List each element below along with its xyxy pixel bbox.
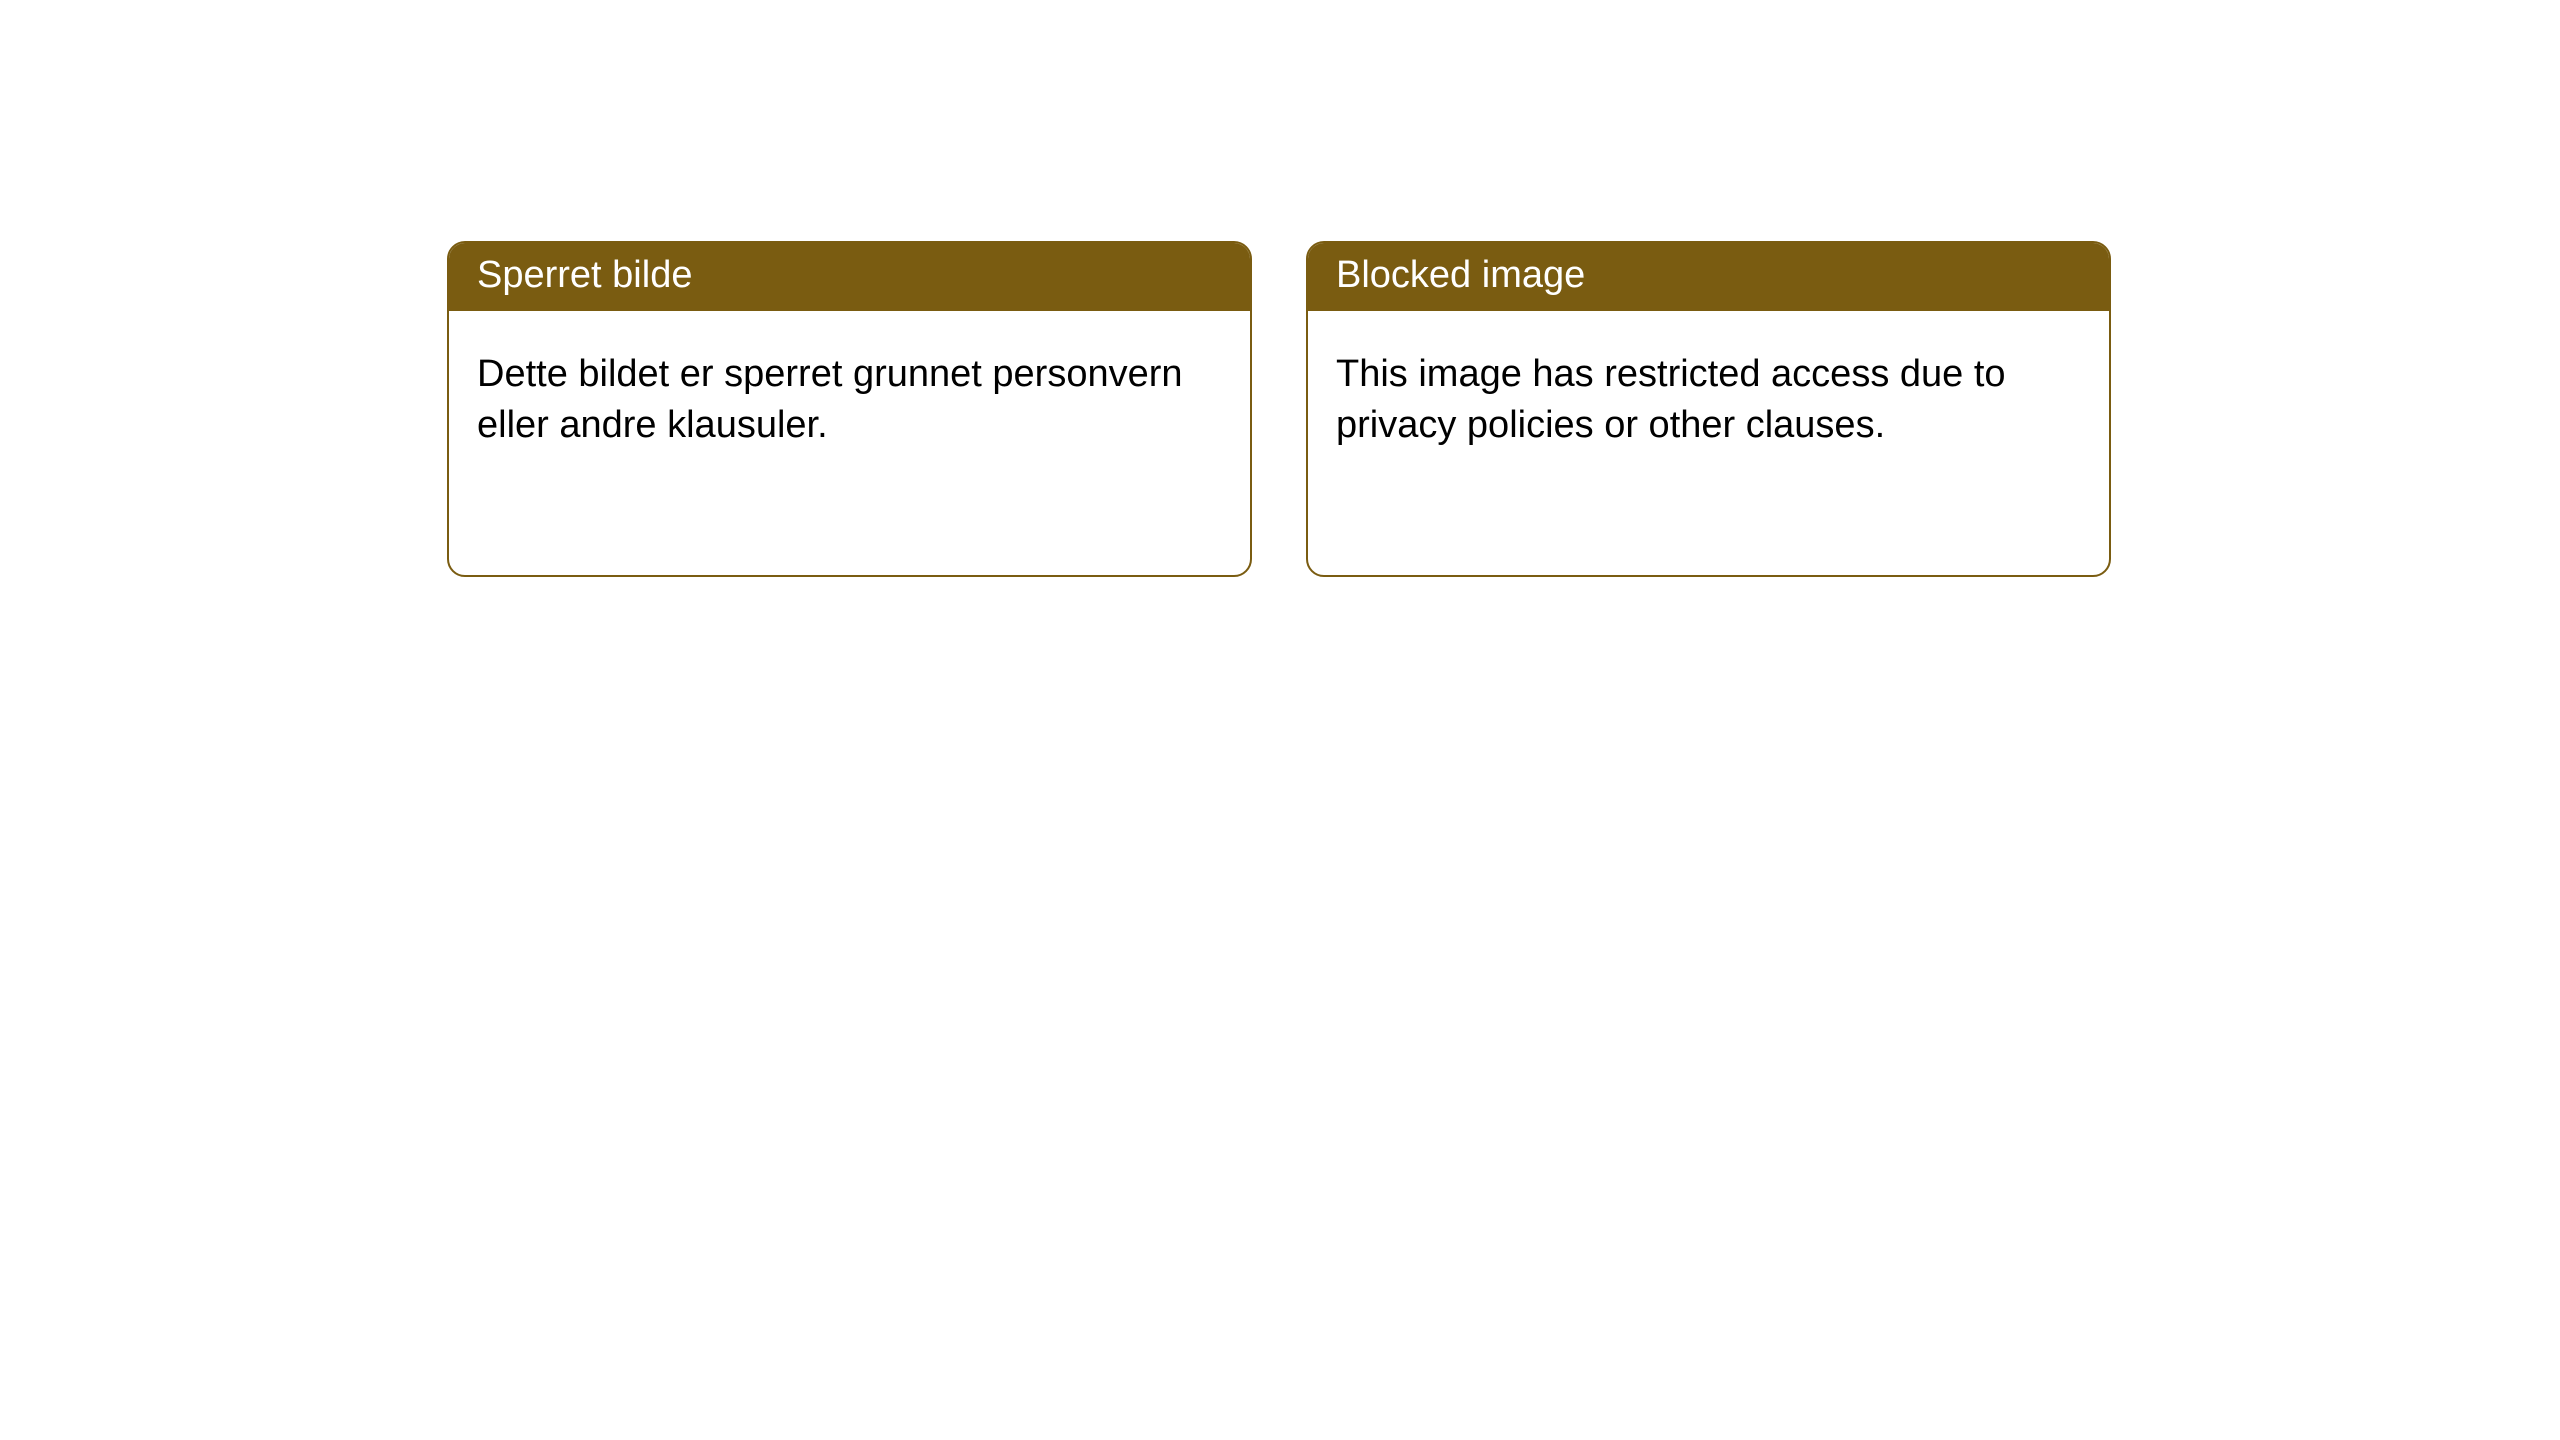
notice-title: Sperret bilde <box>449 243 1250 311</box>
notice-body: Dette bildet er sperret grunnet personve… <box>449 311 1250 480</box>
notice-container: Sperret bilde Dette bildet er sperret gr… <box>0 0 2560 577</box>
notice-card-norwegian: Sperret bilde Dette bildet er sperret gr… <box>447 241 1252 577</box>
notice-card-english: Blocked image This image has restricted … <box>1306 241 2111 577</box>
notice-body: This image has restricted access due to … <box>1308 311 2109 480</box>
notice-title: Blocked image <box>1308 243 2109 311</box>
